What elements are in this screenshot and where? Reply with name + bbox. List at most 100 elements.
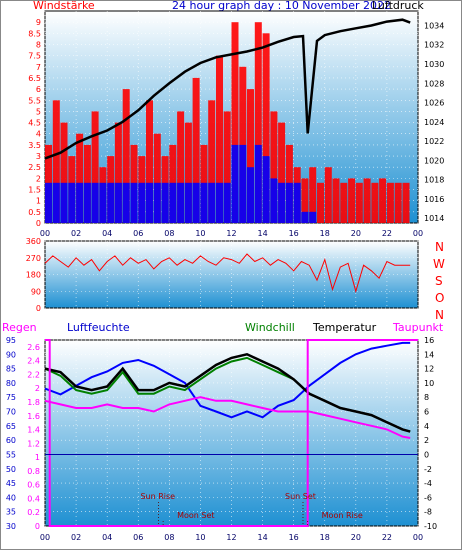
wind-gust-bar [114, 122, 122, 223]
direction-label-o: O [435, 291, 444, 305]
wind-gust-bar [91, 111, 99, 223]
wind-gust-bar [270, 111, 278, 223]
wind-gust-bar [247, 89, 254, 223]
wind-average-bar [184, 182, 192, 223]
wind-x-tick-label: 06 [133, 229, 143, 238]
rain-tick-label: 0.8 [27, 467, 40, 476]
temperature-tick-label: 8 [424, 393, 429, 402]
wind-tick-label: 6 [36, 85, 41, 94]
direction-label-n-bottom: N [435, 308, 444, 322]
wind-tick-label: 7 [36, 63, 41, 72]
temperature-tick-label: 12 [424, 365, 434, 374]
wind-gust-bar [317, 182, 324, 223]
rain-tick-label: 0.6 [27, 481, 40, 490]
wind-x-tick-label: 00 [40, 229, 50, 238]
temp-x-tick-label: 08 [164, 533, 174, 542]
temperature-tick-label: 2 [424, 436, 429, 445]
wind-y-axis-ticks: 0 0.5 1 1.5 2 2.5 3 3.5 4 4.5 5 5.5 6 6.5 7 7.5 8 8.5 9 [28, 18, 41, 228]
direction-panel-background [44, 240, 419, 309]
wind-average-bar [114, 182, 122, 223]
wind-average-series [45, 144, 317, 223]
wind-average-bar [130, 182, 138, 223]
pressure-tick-label: 1030 [424, 60, 444, 69]
pressure-tick-label: 1014 [424, 214, 444, 223]
temperatur-label: Temperatur [312, 321, 377, 334]
wind-x-tick-label: 22 [382, 229, 392, 238]
wind-x-tick-label: 10 [195, 229, 205, 238]
wind-x-axis-ticks: 00 02 04 06 08 10 12 14 16 18 20 22 00 [40, 229, 423, 238]
temp-x-tick-label: 12 [226, 533, 236, 542]
wind-gust-bar [355, 182, 363, 223]
rain-tick-label: 0.4 [27, 494, 40, 503]
wind-tick-label: 2.5 [28, 163, 41, 172]
temp-x-tick-label: 06 [133, 533, 143, 542]
temperature-tick-label: -4 [424, 479, 432, 488]
rain-tick-label: 2.2 [27, 370, 40, 379]
wind-gust-bar [371, 182, 379, 223]
wind-gust-bar [146, 100, 153, 223]
annotation-label: Moon Set [177, 511, 214, 520]
temp-x-tick-label: 00 [413, 533, 423, 542]
temperature-tick-label: -10 [424, 522, 437, 531]
wind-gust-bar [402, 182, 410, 223]
wind-gust-bar [379, 178, 387, 223]
rain-tick-label: 2 [35, 384, 40, 393]
direction-label-s: S [435, 274, 443, 288]
temperature-tick-label: 4 [424, 422, 429, 431]
direction-tick-label: 90 [31, 287, 41, 296]
temp-x-tick-label: 02 [71, 533, 81, 542]
wind-gust-bar [216, 55, 223, 223]
wind-average-bar [83, 182, 91, 223]
wind-tick-label: 3 [36, 152, 41, 161]
temperature-tick-label: -2 [424, 465, 432, 474]
wind-average-bar [91, 182, 99, 223]
temp-x-tick-label: 16 [289, 533, 299, 542]
sun-moon-annotations: Sun Rise Moon Set Sun Set Moon Rise [140, 492, 363, 526]
rain-tick-label: 1.2 [27, 439, 40, 448]
humidity-y-axis-ticks: 95 90 85 80 75 70 65 60 55 50 45 40 35 30 [6, 336, 16, 531]
wind-gust-bar [153, 133, 161, 223]
wind-gust-bar [363, 178, 371, 223]
humidity-tick-label: 90 [6, 350, 16, 359]
wind-gust-bar [340, 182, 348, 223]
temperature-tick-label: -8 [424, 508, 432, 517]
rain-tick-label: 0.2 [27, 508, 40, 517]
wind-gust-bar [324, 167, 332, 223]
humidity-tick-label: 55 [6, 450, 16, 459]
wind-average-bar [68, 182, 76, 223]
wind-tick-label: 9 [36, 18, 41, 27]
temperature-tick-label: -6 [424, 493, 432, 502]
wind-average-bar [192, 182, 200, 223]
wind-gust-bar [348, 178, 356, 223]
wind-tick-label: 8.5 [28, 29, 41, 38]
luftdruck-label: Luftdruck [372, 0, 424, 12]
humidity-tick-label: 70 [6, 408, 16, 417]
temperature-tick-label: 6 [424, 408, 429, 417]
humidity-tick-label: 45 [6, 479, 16, 488]
humidity-tick-label: 95 [6, 336, 16, 345]
temp-x-tick-label: 20 [351, 533, 361, 542]
wind-tick-label: 5 [36, 107, 41, 116]
wind-gust-bar [301, 178, 309, 223]
annotation-label: Sun Set [285, 492, 316, 501]
temperature-tick-label: 10 [424, 379, 434, 388]
wind-gust-bar [262, 33, 270, 223]
wind-gust-bar [177, 111, 185, 223]
wind-average-bar [153, 182, 161, 223]
temperature-tick-label: 0 [424, 450, 429, 459]
wind-x-tick-label: 18 [320, 229, 330, 238]
windchill-label: Windchill [245, 321, 295, 334]
pressure-tick-label: 1032 [424, 41, 444, 50]
humidity-tick-label: 75 [6, 393, 16, 402]
annotation-label: Moon Rise [322, 511, 363, 520]
wind-average-bar [247, 167, 254, 223]
wind-tick-label: 0 [36, 219, 41, 228]
wind-average-bar [76, 182, 84, 223]
pressure-series-line [44, 18, 411, 160]
humidity-tick-label: 50 [6, 465, 16, 474]
wind-gust-bar [309, 167, 317, 223]
wind-direction-series-line [44, 253, 411, 294]
wind-average-bar [169, 182, 177, 223]
rain-tick-label: 2.4 [27, 357, 40, 366]
wind-tick-label: 6.5 [28, 74, 41, 83]
